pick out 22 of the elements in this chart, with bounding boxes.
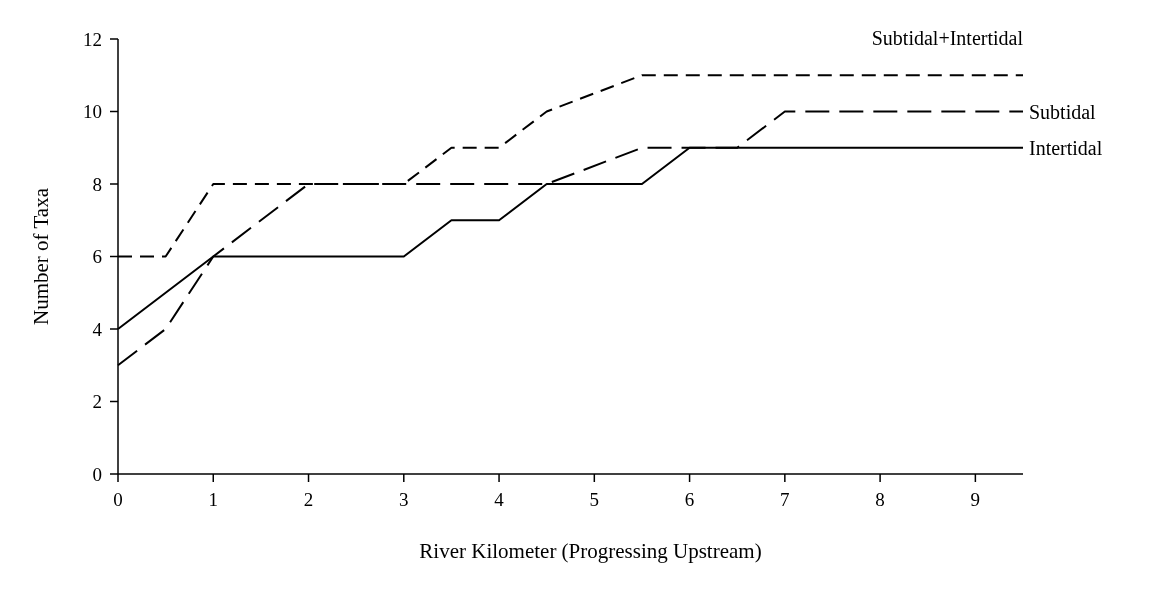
x-axis-title: River Kilometer (Progressing Upstream) bbox=[419, 539, 762, 563]
y-tick-label: 2 bbox=[92, 391, 102, 413]
x-tick-label: 4 bbox=[494, 489, 505, 510]
y-tick-label: 12 bbox=[83, 28, 102, 50]
x-tick-label: 6 bbox=[684, 489, 695, 510]
series-label: Subtidal bbox=[1029, 100, 1097, 123]
x-tick-label: 7 bbox=[780, 489, 790, 510]
y-tick-label: 8 bbox=[92, 173, 102, 195]
series-label: Subtidal+Intertidal bbox=[871, 27, 1024, 50]
x-tick-label: 0 bbox=[113, 489, 123, 510]
x-tick-label: 1 bbox=[208, 489, 219, 510]
series-label: Intertidal bbox=[1029, 136, 1103, 159]
x-tick-label: 5 bbox=[589, 489, 600, 510]
y-tick-label: 10 bbox=[83, 101, 102, 123]
y-tick-label: 4 bbox=[92, 318, 103, 340]
x-tick-label: 2 bbox=[303, 489, 314, 510]
y-tick-label: 0 bbox=[92, 463, 102, 485]
x-tick-label: 3 bbox=[399, 489, 409, 510]
y-axis-title: Number of Taxa bbox=[29, 187, 53, 325]
x-tick-label: 8 bbox=[875, 489, 885, 510]
y-tick-label: 6 bbox=[92, 246, 102, 268]
x-tick-label: 9 bbox=[970, 489, 981, 510]
